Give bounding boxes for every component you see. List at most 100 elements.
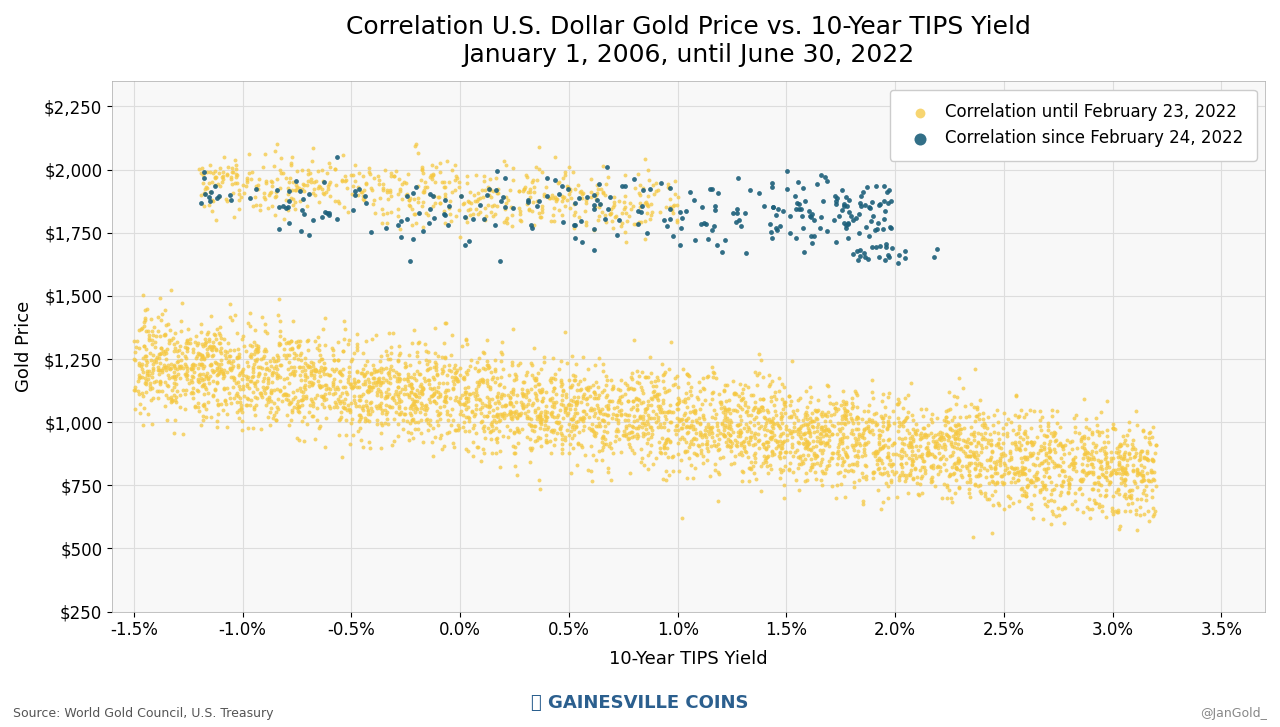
Correlation until February 23, 2022 bbox=[812, 406, 832, 418]
Correlation until February 23, 2022 bbox=[266, 406, 287, 418]
Correlation until February 23, 2022 bbox=[588, 188, 608, 199]
Correlation until February 23, 2022 bbox=[529, 142, 549, 153]
Correlation until February 23, 2022 bbox=[1079, 494, 1100, 505]
Correlation until February 23, 2022 bbox=[361, 366, 381, 378]
Correlation until February 23, 2022 bbox=[348, 425, 369, 436]
Correlation until February 23, 2022 bbox=[314, 391, 334, 403]
Correlation until February 23, 2022 bbox=[531, 395, 552, 406]
Correlation until February 23, 2022 bbox=[947, 426, 968, 438]
Correlation until February 23, 2022 bbox=[145, 336, 165, 348]
Correlation since February 24, 2022 bbox=[812, 211, 832, 222]
Correlation until February 23, 2022 bbox=[137, 326, 157, 337]
Correlation until February 23, 2022 bbox=[948, 483, 969, 494]
Correlation until February 23, 2022 bbox=[265, 191, 285, 203]
Correlation until February 23, 2022 bbox=[530, 433, 550, 444]
Correlation until February 23, 2022 bbox=[1041, 476, 1061, 488]
Correlation until February 23, 2022 bbox=[983, 419, 1004, 430]
Correlation until February 23, 2022 bbox=[558, 399, 579, 411]
Correlation until February 23, 2022 bbox=[552, 394, 572, 406]
Correlation until February 23, 2022 bbox=[1115, 446, 1135, 458]
Correlation until February 23, 2022 bbox=[430, 407, 451, 419]
Correlation until February 23, 2022 bbox=[937, 430, 957, 441]
Correlation until February 23, 2022 bbox=[183, 371, 204, 382]
Correlation until February 23, 2022 bbox=[383, 392, 403, 403]
Correlation until February 23, 2022 bbox=[677, 427, 698, 439]
Correlation until February 23, 2022 bbox=[274, 374, 294, 385]
Correlation until February 23, 2022 bbox=[329, 367, 349, 379]
Correlation until February 23, 2022 bbox=[324, 354, 344, 366]
Correlation until February 23, 2022 bbox=[719, 403, 740, 414]
Correlation until February 23, 2022 bbox=[457, 217, 477, 228]
Correlation until February 23, 2022 bbox=[370, 355, 390, 366]
Correlation until February 23, 2022 bbox=[897, 411, 918, 423]
Correlation until February 23, 2022 bbox=[972, 428, 992, 440]
Correlation since February 24, 2022 bbox=[826, 236, 846, 248]
Correlation until February 23, 2022 bbox=[672, 513, 692, 524]
Correlation until February 23, 2022 bbox=[456, 393, 476, 404]
Correlation until February 23, 2022 bbox=[1101, 467, 1121, 478]
Correlation until February 23, 2022 bbox=[854, 406, 874, 417]
Correlation until February 23, 2022 bbox=[307, 389, 328, 401]
Correlation until February 23, 2022 bbox=[280, 335, 301, 347]
Correlation until February 23, 2022 bbox=[358, 379, 379, 391]
Correlation until February 23, 2022 bbox=[739, 423, 759, 435]
Correlation until February 23, 2022 bbox=[209, 337, 229, 348]
Correlation until February 23, 2022 bbox=[1041, 427, 1061, 439]
Correlation until February 23, 2022 bbox=[402, 393, 422, 404]
Correlation until February 23, 2022 bbox=[550, 376, 571, 387]
Correlation until February 23, 2022 bbox=[481, 425, 502, 437]
Correlation until February 23, 2022 bbox=[1046, 406, 1066, 417]
Correlation until February 23, 2022 bbox=[929, 461, 950, 473]
Correlation until February 23, 2022 bbox=[362, 381, 383, 393]
Correlation until February 23, 2022 bbox=[668, 403, 689, 414]
Correlation until February 23, 2022 bbox=[727, 436, 748, 448]
Correlation until February 23, 2022 bbox=[402, 382, 422, 394]
Correlation until February 23, 2022 bbox=[298, 380, 319, 392]
Correlation until February 23, 2022 bbox=[404, 417, 425, 428]
Correlation since February 24, 2022 bbox=[844, 214, 864, 226]
Correlation until February 23, 2022 bbox=[968, 427, 988, 439]
Correlation until February 23, 2022 bbox=[1083, 451, 1103, 463]
Correlation until February 23, 2022 bbox=[614, 425, 635, 437]
Correlation until February 23, 2022 bbox=[675, 446, 695, 457]
Correlation until February 23, 2022 bbox=[765, 386, 786, 398]
Correlation until February 23, 2022 bbox=[797, 409, 818, 420]
Correlation until February 23, 2022 bbox=[175, 360, 196, 371]
Correlation until February 23, 2022 bbox=[900, 437, 920, 449]
Correlation until February 23, 2022 bbox=[584, 386, 604, 398]
Correlation until February 23, 2022 bbox=[950, 427, 970, 439]
Correlation until February 23, 2022 bbox=[1024, 489, 1044, 500]
Correlation since February 24, 2022 bbox=[568, 192, 589, 204]
Correlation until February 23, 2022 bbox=[1005, 436, 1025, 448]
Correlation until February 23, 2022 bbox=[371, 204, 392, 215]
Correlation until February 23, 2022 bbox=[406, 217, 426, 229]
Correlation until February 23, 2022 bbox=[812, 421, 832, 433]
Correlation until February 23, 2022 bbox=[376, 345, 397, 357]
Correlation until February 23, 2022 bbox=[353, 404, 374, 416]
Correlation until February 23, 2022 bbox=[832, 422, 852, 434]
Correlation until February 23, 2022 bbox=[314, 366, 334, 377]
Correlation until February 23, 2022 bbox=[376, 386, 397, 398]
Correlation until February 23, 2022 bbox=[477, 355, 498, 366]
Correlation until February 23, 2022 bbox=[300, 167, 320, 179]
Correlation until February 23, 2022 bbox=[248, 183, 269, 195]
Correlation until February 23, 2022 bbox=[680, 438, 700, 450]
Correlation until February 23, 2022 bbox=[881, 475, 901, 486]
Correlation until February 23, 2022 bbox=[372, 182, 393, 194]
Correlation until February 23, 2022 bbox=[1034, 443, 1055, 455]
Correlation until February 23, 2022 bbox=[556, 391, 576, 403]
Correlation until February 23, 2022 bbox=[155, 377, 175, 388]
Correlation until February 23, 2022 bbox=[1076, 469, 1097, 481]
Correlation until February 23, 2022 bbox=[412, 161, 433, 173]
Correlation until February 23, 2022 bbox=[563, 392, 584, 403]
Correlation until February 23, 2022 bbox=[643, 380, 663, 392]
Correlation until February 23, 2022 bbox=[232, 406, 252, 418]
Correlation until February 23, 2022 bbox=[398, 371, 419, 382]
Correlation until February 23, 2022 bbox=[760, 459, 781, 470]
Correlation until February 23, 2022 bbox=[788, 438, 809, 449]
Correlation until February 23, 2022 bbox=[936, 411, 956, 423]
Correlation until February 23, 2022 bbox=[430, 413, 451, 425]
Correlation until February 23, 2022 bbox=[216, 168, 237, 180]
Correlation until February 23, 2022 bbox=[751, 486, 772, 497]
Correlation until February 23, 2022 bbox=[545, 368, 566, 379]
